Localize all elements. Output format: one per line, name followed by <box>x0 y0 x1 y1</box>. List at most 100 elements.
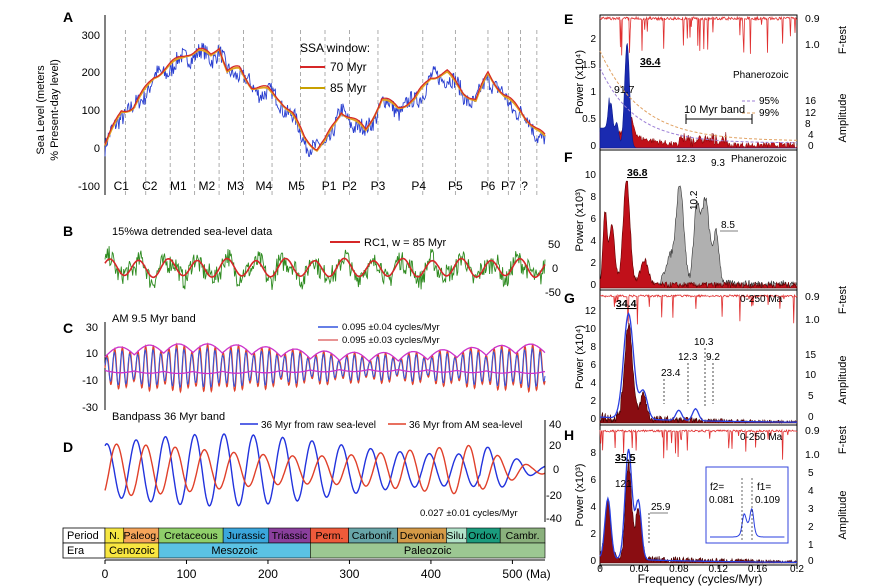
d-legend-1: 36 Myr from raw sea-level <box>261 420 376 431</box>
c-legend-2: 0.095 ±0.03 cycles/Myr <box>342 335 440 346</box>
e-conf99-label: 99% <box>759 108 779 119</box>
a-ytick-200: 200 <box>82 67 100 79</box>
e-band-label: 10 Myr band <box>684 104 745 116</box>
panel-b: B 15%wa detrended sea-level data RC1, w … <box>63 223 561 299</box>
period-label: Period <box>67 530 99 542</box>
period-name: Paleog. <box>123 530 159 542</box>
g-amp-tick-5: 5 <box>808 391 814 402</box>
g-peak-23: 23.4 <box>661 368 681 379</box>
g-ftest-tick-1: 1.0 <box>805 314 820 326</box>
era-name: Paleozoic <box>404 545 452 557</box>
panel-a: A 300 200 100 0 -100 Sea Level (meters %… <box>35 9 546 195</box>
e-ytick-2: 2 <box>590 34 596 45</box>
f-peak-12: 12.3 <box>676 154 696 165</box>
g-ytick-2: 2 <box>590 396 596 407</box>
cycle-label: C1 <box>114 179 130 193</box>
h-inset-f2-value: 0.081 <box>709 495 734 506</box>
h-ftest-tick-0p9: 0.9 <box>805 425 820 437</box>
left-xtick-label: 500 <box>502 567 522 581</box>
panel-d: D Bandpass 36 Myr band 36 Myr from raw s… <box>63 411 562 525</box>
c-envelope-lower-line <box>104 368 546 375</box>
panel-g: G Power (x10⁴) 12 10 8 6 4 2 0 34.4 23.4… <box>564 286 849 426</box>
era-bar: Cenozoic Mesozoic Paleozoic <box>104 542 546 559</box>
era-name: Cenozoic <box>109 545 155 557</box>
g-peak-9: 9.2 <box>706 352 720 363</box>
h-peak-35: 35.5 <box>615 452 636 464</box>
e-peak-91: 91.7 <box>614 84 635 96</box>
g-ytick-12: 12 <box>585 306 597 317</box>
period-name: N. <box>109 530 120 542</box>
b-ytick-neg50: -50 <box>545 287 561 299</box>
h-frame <box>599 424 798 566</box>
left-xtick-label: 300 <box>339 567 359 581</box>
right-xtick-label: 0.2 <box>790 564 804 575</box>
c-ytick-10: 10 <box>86 348 98 360</box>
e-ylabel: Power (x10⁴) <box>574 50 586 114</box>
panel-letter-a: A <box>63 9 73 25</box>
f-ytick-4: 4 <box>590 236 596 247</box>
f-ytick-8: 8 <box>590 192 596 203</box>
d-legend-2: 36 Myr from AM sea-level <box>409 420 522 431</box>
period-name: Silu. <box>446 530 466 542</box>
c-title: AM 9.5 Myr band <box>112 313 196 325</box>
h-ftest-tick-1: 1.0 <box>805 449 820 461</box>
d-ytick-20: 20 <box>549 440 561 452</box>
right-xlabel: Frequency (cycles/Myr) <box>638 572 763 586</box>
h-peak-25: 25.9 <box>651 502 671 513</box>
h-amp-tick-1: 1 <box>808 540 814 551</box>
cycle-label: M1 <box>170 179 187 193</box>
panel-f: F Power (x10³) 10 8 6 4 2 0 36.8 12.3 10… <box>564 149 798 291</box>
c-ytick-neg10: -10 <box>82 375 98 387</box>
b-ytick-50: 50 <box>548 239 560 251</box>
cycle-label: P2 <box>342 179 357 193</box>
a-ylabel-2: % Present-day level) <box>49 59 61 161</box>
left-xtick-label: 0 <box>102 567 109 581</box>
h-amp-tick-3: 3 <box>808 504 814 515</box>
d-ytick-40: 40 <box>549 419 561 431</box>
b-rc1-line <box>104 257 546 279</box>
f-ylabel: Power (x10³) <box>574 189 586 252</box>
e-ytick-0: 0 <box>590 141 596 152</box>
h-inset-frame <box>705 466 789 544</box>
g-peak-34: 34.4 <box>616 298 637 310</box>
cycle-label: P4 <box>411 179 426 193</box>
g-amp-tick-10: 10 <box>805 370 817 381</box>
left-xunit: (Ma) <box>526 567 551 581</box>
e-amp-label: Amplitude <box>837 94 849 143</box>
a-ssa85-line <box>104 47 546 153</box>
b-title: 15%wa detrended sea-level data <box>112 226 273 238</box>
g-ytick-6: 6 <box>590 360 596 371</box>
e-ytick-0p5: 0.5 <box>582 114 596 125</box>
g-ytick-0: 0 <box>590 414 596 425</box>
h-ytick-0: 0 <box>590 556 596 567</box>
c-ytick-neg30: -30 <box>82 402 98 414</box>
left-xtick-label: 400 <box>421 567 441 581</box>
period-name: Perm. <box>315 530 343 542</box>
e-amp-tick-0: 0 <box>808 141 814 152</box>
cycle-label: P7 <box>501 179 516 193</box>
a-ytick-neg100: -100 <box>78 181 100 193</box>
cycle-label: M4 <box>256 179 273 193</box>
e-conf95-label: 95% <box>759 96 779 107</box>
panel-letter-f: F <box>564 149 573 165</box>
g-amp-label: Amplitude <box>837 356 849 405</box>
a-ytick-100: 100 <box>82 105 100 117</box>
cycle-label: P5 <box>448 179 463 193</box>
right-xtick-label: 0.04 <box>630 564 650 575</box>
cycle-label: C2 <box>142 179 158 193</box>
e-amp-tick-12: 12 <box>805 108 817 119</box>
panel-letter-g: G <box>564 290 575 306</box>
h-amp-tick-5: 5 <box>808 468 814 479</box>
e-ftest-tick-0p9: 0.9 <box>805 13 820 25</box>
h-series-label: 0-250 Ma <box>740 432 783 443</box>
e-ftest-label: F-test <box>837 26 849 54</box>
cycle-labels: C1 C2 M1 M2 M3 M4 M5 P1 P2 P3 P4 P5 P6 P7? <box>114 179 529 193</box>
g-ytick-10: 10 <box>585 324 597 335</box>
panel-letter-e: E <box>564 11 573 27</box>
c-ytick-30: 30 <box>86 322 98 334</box>
h-inset-f1-label: f1= <box>757 482 771 493</box>
h-peak-121: 121 <box>615 479 632 490</box>
panel-e: E Power (x10⁴) 2 1.5 1 0.5 0 36.4 91.7 P… <box>564 11 849 152</box>
g-ylabel: Power (x10⁴) <box>574 325 586 389</box>
